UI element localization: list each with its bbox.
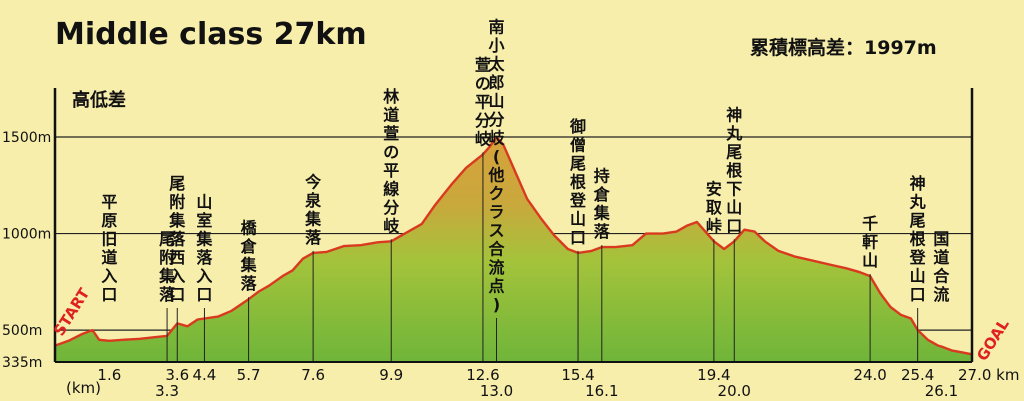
waypoint-label: 尾附集落西入口: [168, 174, 186, 304]
x-tick-label: 3.3: [155, 382, 179, 400]
waypoint-label: 尾附集落: [158, 230, 176, 305]
x-tick-label: 16.1: [585, 382, 618, 400]
waypoint-label: 山室集落入口: [195, 193, 213, 305]
waypoint-markers: [166, 152, 919, 362]
x-tick-label: 15.4: [561, 366, 594, 384]
waypoint-label: 林道萱の平線分岐: [383, 87, 399, 236]
x-tick-label: 26.1: [925, 382, 958, 400]
y-tick-labels: 335m 500m 1000m 1500m: [2, 130, 51, 371]
x-tick-label: 3.6: [165, 366, 189, 384]
waypoint-label: 御僧尾根登山口: [569, 117, 587, 247]
axes: [53, 88, 974, 363]
x-tick-label: 25.4: [901, 366, 934, 384]
waypoint-label: 萱の平分岐: [475, 55, 491, 148]
elevation-area: [55, 137, 972, 362]
x-tick-label: 19.4: [697, 366, 730, 384]
waypoint-label: 今泉集落: [304, 172, 322, 247]
x-tick-label: 7.6: [301, 366, 325, 384]
x-tick-label: 1.6: [97, 366, 121, 384]
waypoint-label: 国道合流: [933, 230, 950, 305]
waypoint-label: 安取峠: [706, 179, 722, 235]
y-tick-label: 335m: [2, 355, 42, 371]
y-axis-label: 高低差: [72, 89, 126, 111]
x-tick-label: 5.7: [237, 366, 261, 384]
x-tick-label: 20.0: [718, 382, 751, 400]
x-unit-label: (km): [66, 379, 101, 397]
waypoint-label: 千軒山: [862, 214, 878, 270]
y-tick-label: 500m: [2, 323, 42, 339]
x-tick-label: 9.9: [379, 366, 403, 384]
waypoint-label: 平原旧道入口: [101, 193, 117, 305]
x-tick-labels: 1.6 3.33.6 4.4 5.7 7.6 9.9 12.613.0 15.416.1 19.…: [97, 366, 1019, 400]
waypoint-label: 南小太郎山分岐(他クラス合流点): [488, 18, 506, 315]
x-tick-label: 12.6: [466, 366, 499, 384]
goal-label: GOAL: [973, 315, 1013, 364]
y-tick-label: 1000m: [2, 227, 51, 243]
waypoint-label: 橋倉集落: [240, 219, 258, 293]
waypoint-label: 持倉集落: [593, 167, 611, 242]
x-tick-label: 13.0: [480, 382, 513, 400]
waypoint-label: 神丸尾根下山口: [725, 105, 743, 235]
x-tick-label: 27.0 km: [958, 366, 1019, 384]
x-tick-label: 4.4: [193, 366, 217, 384]
elevation-area-group: [54, 135, 973, 362]
chart-title: Middle class 27km: [55, 17, 367, 52]
x-tick-label: 24.0: [853, 366, 886, 384]
chart-subtitle: 累積標高差：1997m: [750, 36, 937, 59]
y-tick-label: 1500m: [2, 130, 51, 146]
waypoint-label: 神丸尾根登山口: [909, 174, 927, 304]
elevation-line: [54, 135, 973, 356]
